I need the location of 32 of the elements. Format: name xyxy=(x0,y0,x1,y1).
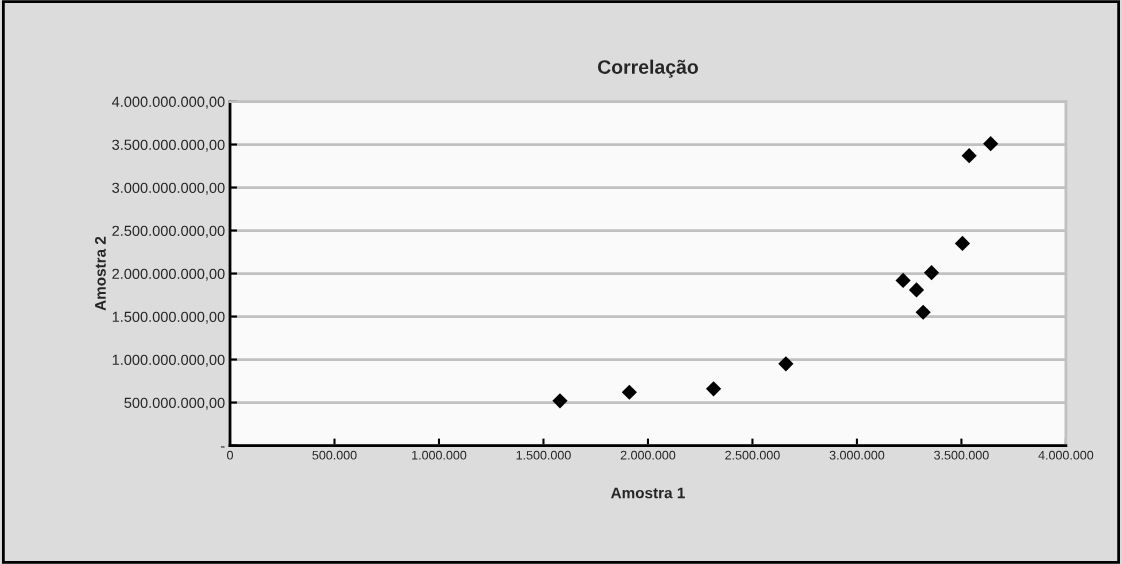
y-tick-label: 2.000.000.000,00 xyxy=(112,268,225,281)
x-tick-label: 500.000 xyxy=(312,450,357,460)
point xyxy=(895,272,911,289)
x-tick-label: 4.000.000 xyxy=(1038,450,1094,460)
y-tick-label: 1.000.000.000,00 xyxy=(112,354,225,367)
point xyxy=(954,235,971,252)
x-tick-label: 1.000.000 xyxy=(412,450,467,460)
y-tick-label: 3.000.000.000,00 xyxy=(112,182,225,195)
point xyxy=(961,148,977,164)
point xyxy=(983,136,999,152)
point xyxy=(705,381,722,397)
x-tick-label: 2.500.000 xyxy=(725,450,780,460)
x-axis-title: Amostra 1 xyxy=(610,487,685,499)
y-tick-label: 2.500.000.000,00 xyxy=(112,225,225,238)
y-tick-label: 4.000.000.000,00 xyxy=(111,96,225,109)
x-tick-label: 1.500.000 xyxy=(516,450,571,460)
point xyxy=(923,265,940,281)
point xyxy=(778,356,794,372)
point xyxy=(621,384,637,400)
y-tick-label: 1.500.000.000,00 xyxy=(112,311,225,324)
x-tick-label: 3.000.000 xyxy=(829,450,885,460)
point xyxy=(915,304,931,320)
y-tick-label: 3.500.000.000,00 xyxy=(112,139,225,152)
x-tick-label: 3.500.000 xyxy=(934,450,989,460)
point xyxy=(908,282,925,298)
chart-title: Correlação xyxy=(597,59,698,78)
y-tick-label: 500.000.000,00 xyxy=(124,397,225,410)
point xyxy=(552,393,568,409)
x-tick-label: 0 xyxy=(227,450,233,460)
y-tick-label: - xyxy=(220,446,225,448)
y-axis-title: Amostra 2 xyxy=(95,236,106,311)
x-tick-label: 2.000.000 xyxy=(620,450,676,460)
